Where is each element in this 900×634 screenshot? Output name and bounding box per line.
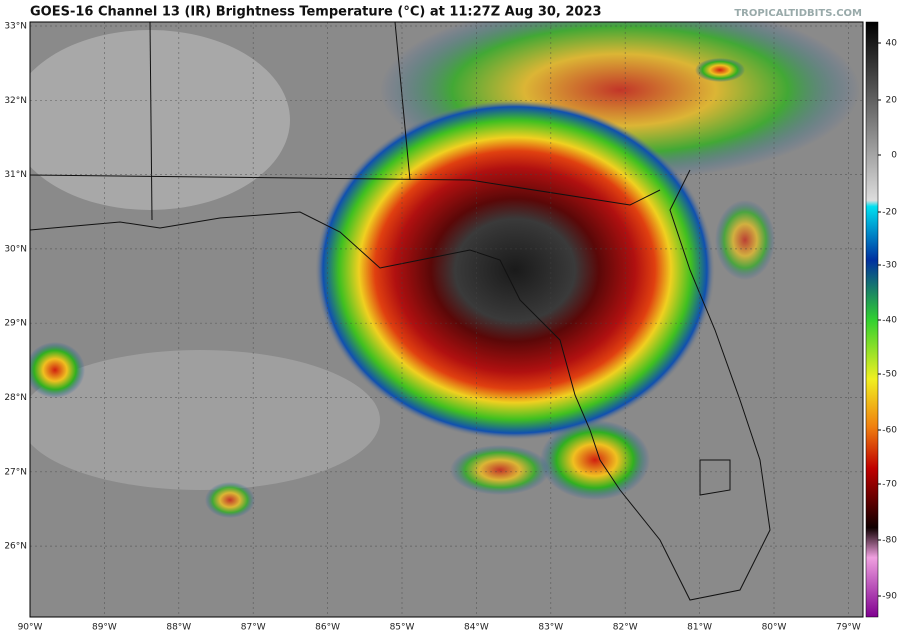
lon-label: 89°W bbox=[92, 623, 117, 633]
lon-label: 87°W bbox=[241, 623, 266, 633]
lat-label: 30°N bbox=[4, 244, 27, 254]
lon-label: 86°W bbox=[315, 623, 340, 633]
colorbar-label: 40 bbox=[886, 39, 898, 49]
colorbar-label: -20 bbox=[882, 208, 897, 218]
colorbar-label: -50 bbox=[882, 370, 897, 380]
lon-label: 83°W bbox=[538, 623, 563, 633]
lat-label: 26°N bbox=[4, 542, 27, 552]
lon-label: 81°W bbox=[687, 623, 712, 633]
lat-label: 33°N bbox=[4, 22, 27, 32]
lat-label: 28°N bbox=[4, 393, 27, 403]
lon-label: 88°W bbox=[166, 623, 191, 633]
lon-label: 82°W bbox=[613, 623, 638, 633]
colorbar-label: -60 bbox=[882, 426, 897, 436]
lat-label: 32°N bbox=[4, 96, 27, 106]
lat-label: 31°N bbox=[4, 170, 27, 180]
imagery bbox=[30, 22, 863, 617]
lon-label: 85°W bbox=[390, 623, 415, 633]
lon-label: 90°W bbox=[18, 623, 43, 633]
title: GOES-16 Channel 13 (IR) Brightness Tempe… bbox=[30, 5, 602, 20]
colorbar-label: 0 bbox=[891, 151, 897, 161]
colorbar-label: -30 bbox=[882, 261, 897, 271]
lon-label: 84°W bbox=[464, 623, 489, 633]
graticule bbox=[29, 22, 863, 617]
colorbar-label: -90 bbox=[882, 592, 897, 602]
lat-label: 27°N bbox=[4, 467, 27, 477]
map-frame bbox=[29, 21, 864, 618]
colorbar-label: -80 bbox=[882, 536, 897, 546]
lon-label: 79°W bbox=[836, 623, 861, 633]
colorbar-label: -70 bbox=[882, 480, 897, 490]
lon-label: 80°W bbox=[762, 623, 787, 633]
lat-label: 29°N bbox=[4, 319, 27, 329]
colorbar bbox=[865, 21, 879, 618]
colorbar-label: -40 bbox=[882, 316, 897, 326]
colorbar-label: 20 bbox=[886, 96, 898, 106]
credit: TROPICALTIDBITS.COM bbox=[734, 8, 862, 19]
